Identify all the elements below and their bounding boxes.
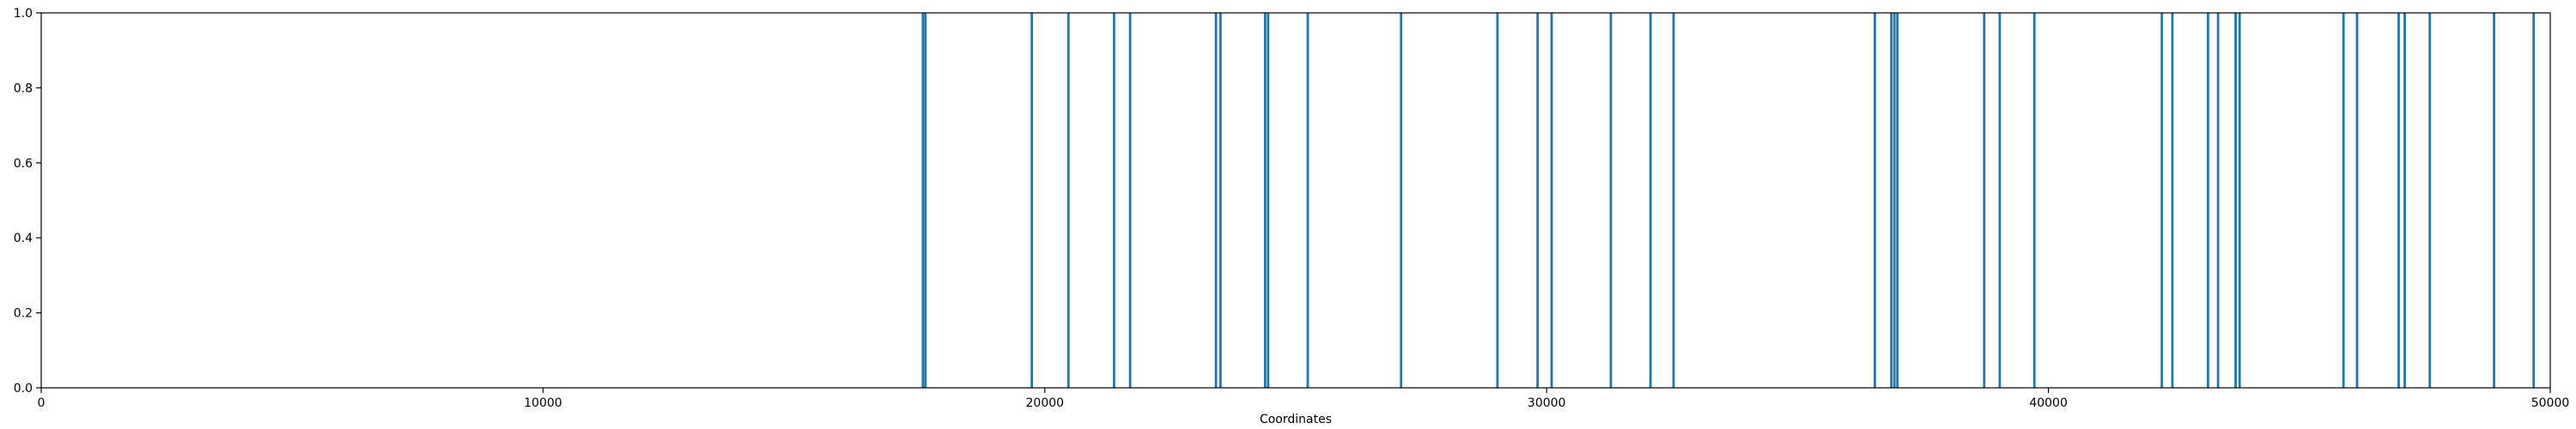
bar-12	[1496, 13, 1499, 388]
bar-1	[924, 13, 927, 388]
bar-16	[1649, 13, 1652, 388]
x-tick-label-4: 40000	[2029, 396, 2068, 410]
bar-18	[1874, 13, 1876, 388]
bar-36	[2493, 13, 2495, 388]
bar-9	[1267, 13, 1270, 388]
bar-29	[2234, 13, 2237, 388]
bar-3	[1066, 13, 1070, 388]
x-axis-ticks: 0 10000 20000 30000 40000 50000	[38, 388, 2570, 410]
bar-37	[2532, 13, 2536, 388]
bar-35	[2428, 13, 2432, 388]
bar-28	[2216, 13, 2220, 388]
bar-22	[1983, 13, 1986, 388]
y-tick-label-5: 1.0	[14, 7, 33, 21]
y-tick-label-3: 0.6	[14, 157, 33, 171]
bar-34	[2403, 13, 2406, 388]
x-tick-label-5: 50000	[2531, 396, 2570, 410]
y-tick-label-0: 0.0	[14, 382, 33, 396]
x-axis-label: Coordinates	[1260, 413, 1332, 426]
y-tick-label-1: 0.2	[14, 307, 33, 321]
x-tick-label-1: 10000	[524, 396, 562, 410]
bar-14	[1550, 13, 1553, 388]
bar-7	[1218, 13, 1222, 388]
bar-10	[1306, 13, 1309, 388]
bar-8	[1263, 13, 1267, 388]
bar-4	[1113, 13, 1115, 388]
x-tick-label-0: 0	[38, 396, 46, 410]
bar-21	[1896, 13, 1899, 388]
plot-frame	[40, 12, 2551, 389]
bar-17	[1672, 13, 1675, 388]
bar-11	[1400, 13, 1403, 388]
bar-30	[2238, 13, 2241, 388]
bar-24	[2032, 13, 2036, 388]
x-tick-label-2: 20000	[1026, 396, 1065, 410]
y-tick-label-2: 0.4	[14, 232, 33, 245]
bar-6	[1214, 13, 1218, 388]
bar-33	[2397, 13, 2400, 388]
bar-15	[1609, 13, 1613, 388]
x-tick-label-3: 30000	[1528, 396, 1566, 410]
y-axis-ticks: 0.0 0.2 0.4 0.6 0.8 1.0	[14, 7, 41, 396]
bar-20	[1893, 13, 1896, 388]
bar-23	[1998, 13, 2002, 388]
bar-19	[1890, 13, 1893, 388]
bar-27	[2207, 13, 2209, 388]
bar-13	[1536, 13, 1540, 388]
bar-2	[1030, 13, 1034, 388]
bar-0	[921, 13, 925, 388]
bars-layer	[921, 13, 2536, 388]
bar-32	[2355, 13, 2359, 388]
bar-25	[2160, 13, 2164, 388]
bar-31	[2342, 13, 2345, 388]
bar-26	[2171, 13, 2174, 388]
bar-5	[1128, 13, 1132, 388]
y-tick-label-4: 0.8	[14, 82, 33, 95]
